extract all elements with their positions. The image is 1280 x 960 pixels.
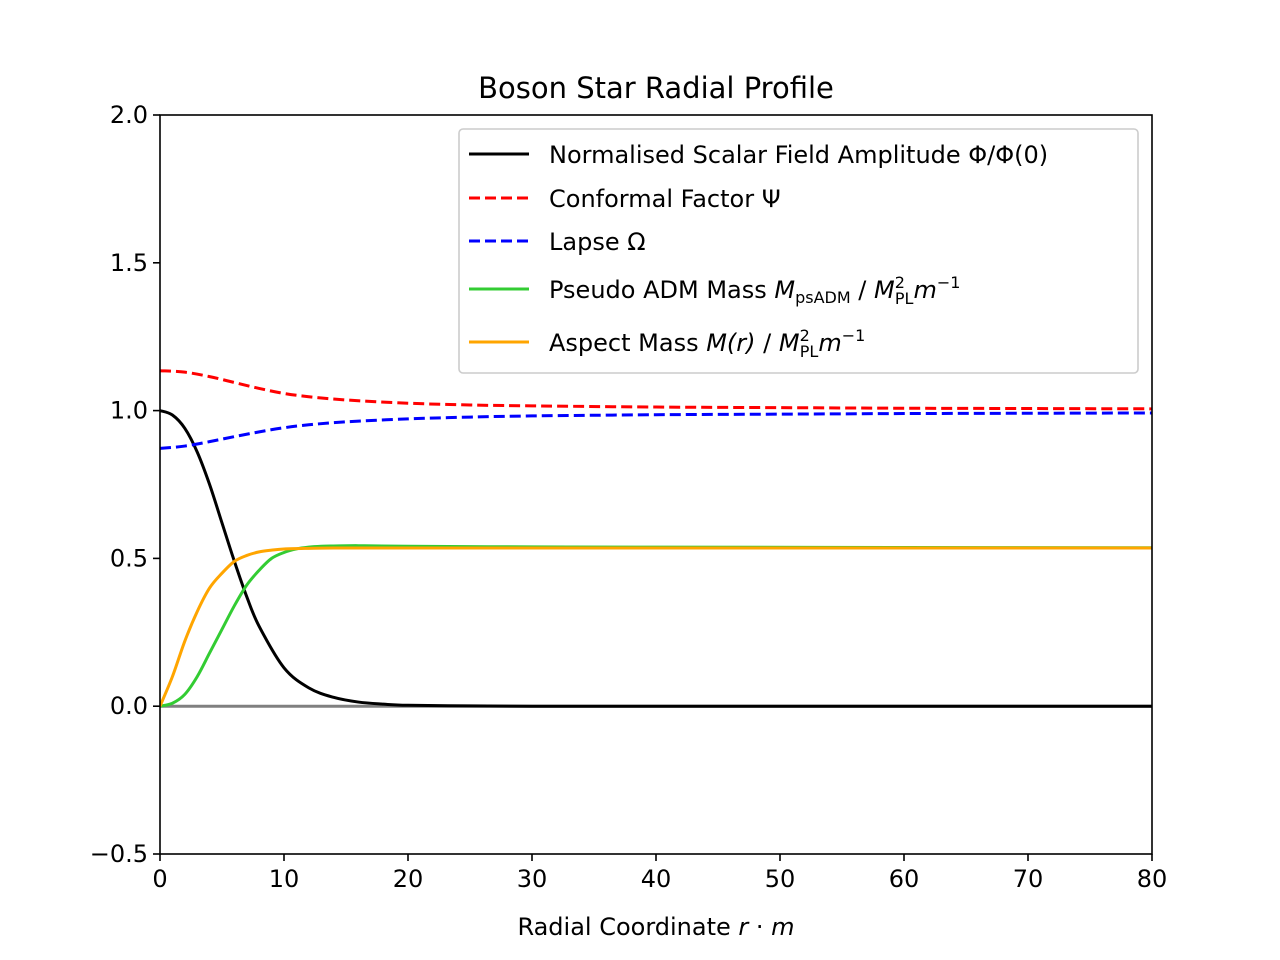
x-tick-label: 80 <box>1137 865 1168 893</box>
x-tick-label: 70 <box>1013 865 1044 893</box>
legend-label-part: M <box>774 276 795 304</box>
legend-label-part: / <box>851 276 874 304</box>
legend-label-part: M <box>874 276 895 304</box>
legend-label-part: m <box>913 276 936 304</box>
legend-label-part: / <box>756 329 779 357</box>
legend-label-1: Conformal Factor Ψ <box>549 185 781 213</box>
series-line-2 <box>160 411 1152 450</box>
legend-label-part: PL <box>895 289 914 308</box>
x-tick-label: 60 <box>889 865 920 893</box>
legend-label-part: m <box>818 329 841 357</box>
y-tick-label: −0.5 <box>90 840 148 868</box>
series-line-4 <box>160 546 1152 707</box>
legend-label-part: Pseudo ADM Mass <box>549 276 774 304</box>
y-tick-label: 1.0 <box>110 397 148 425</box>
x-tick-label: 50 <box>765 865 796 893</box>
legend-label-part: −1 <box>842 326 866 345</box>
x-axis-label-var-m: m <box>771 913 794 941</box>
series-line-0 <box>160 409 1152 708</box>
y-tick-label: 2.0 <box>110 101 148 129</box>
x-axis-label-var-r: r <box>738 913 750 941</box>
legend-label-part: PL <box>800 342 819 361</box>
legend-label-4: Aspect Mass M(r) / M2 PLm−1 <box>549 326 865 361</box>
legend-box <box>458 128 1139 374</box>
series-line-1 <box>160 369 1152 411</box>
x-axis-label: Radial Coordinate r · m <box>517 913 794 941</box>
legend-label-part: M(r) <box>706 329 755 357</box>
x-tick-label: 10 <box>269 865 300 893</box>
legend-label-part: −1 <box>937 273 961 292</box>
legend-label-part: Aspect Mass <box>549 329 706 357</box>
x-tick-label: 30 <box>517 865 548 893</box>
x-axis-label-text: Radial Coordinate <box>517 913 738 941</box>
legend-label-part: psADM <box>795 288 851 307</box>
x-axis-label-dot: · <box>748 913 771 941</box>
legend-label-3: Pseudo ADM Mass MpsADM / M2 PLm−1 <box>549 273 960 308</box>
legend-label-part: 2 <box>800 326 810 345</box>
legend-label-0: Normalised Scalar Field Amplitude Φ/Φ(0) <box>549 141 1048 169</box>
y-tick-label: 1.5 <box>110 249 148 277</box>
x-tick-label: 20 <box>393 865 424 893</box>
legend-label-2: Lapse Ω <box>549 228 646 256</box>
x-tick-label: 0 <box>152 865 167 893</box>
y-tick-label: 0.5 <box>110 544 148 572</box>
y-tick-label: 0.0 <box>110 692 148 720</box>
x-tick-label: 40 <box>641 865 672 893</box>
chart-title: Boson Star Radial Profile <box>478 71 834 105</box>
legend-label-part: M <box>779 329 800 357</box>
legend-label-part: 2 <box>895 273 905 292</box>
